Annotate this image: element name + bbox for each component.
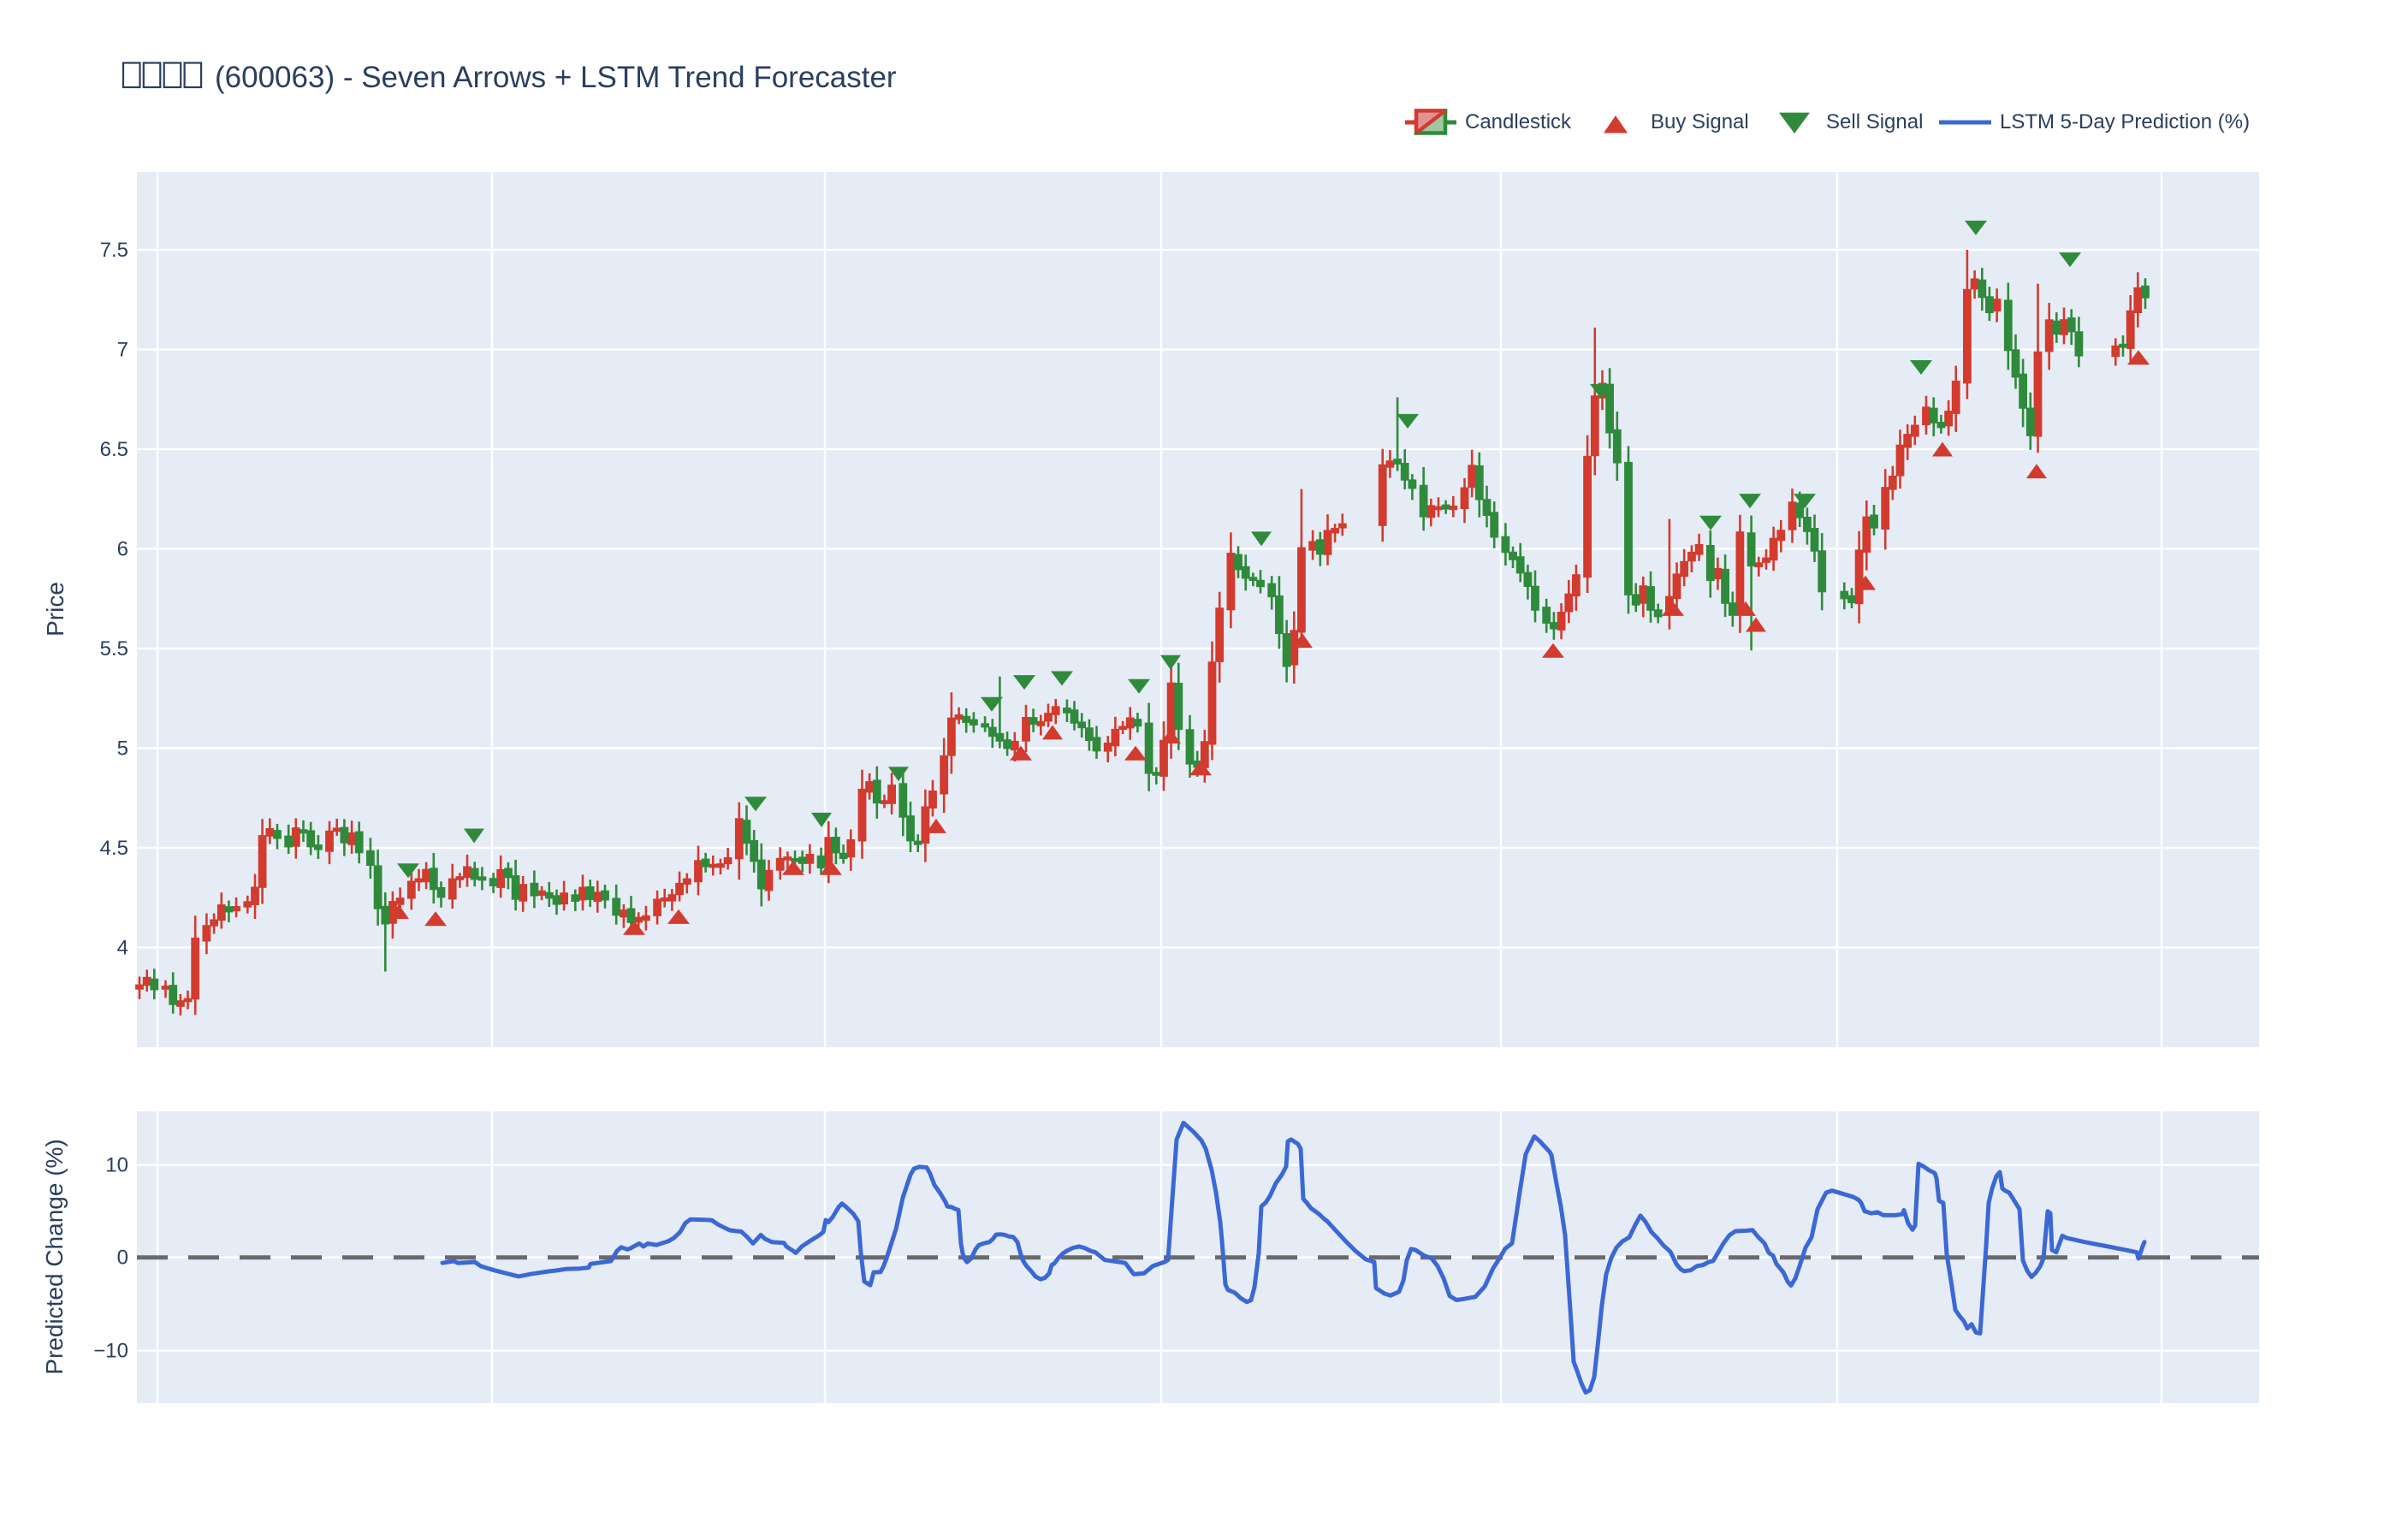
svg-text:Buy Signal: Buy Signal xyxy=(1651,110,1749,133)
svg-text:Sell Signal: Sell Signal xyxy=(1826,110,1923,133)
svg-text:−10: −10 xyxy=(93,1340,128,1363)
svg-text:Predicted Change (%): Predicted Change (%) xyxy=(41,1139,68,1374)
svg-text:6: 6 xyxy=(117,538,128,561)
svg-text:LSTM 5-Day Prediction (%): LSTM 5-Day Prediction (%) xyxy=(2000,110,2250,133)
svg-text:6.5: 6.5 xyxy=(100,438,128,461)
svg-text:5: 5 xyxy=(117,737,128,761)
svg-text:4: 4 xyxy=(117,937,128,960)
svg-text:(600063) - Seven Arrows + LSTM: (600063) - Seven Arrows + LSTM Trend For… xyxy=(215,61,897,94)
svg-text:7.5: 7.5 xyxy=(100,239,128,262)
svg-text:5.5: 5.5 xyxy=(100,637,128,660)
svg-text:7: 7 xyxy=(117,339,128,362)
svg-text:4.5: 4.5 xyxy=(100,837,128,860)
svg-text:0: 0 xyxy=(117,1247,128,1270)
svg-text:10: 10 xyxy=(105,1154,128,1177)
svg-text:Candlestick: Candlestick xyxy=(1465,110,1572,133)
svg-text:Price: Price xyxy=(42,582,68,637)
